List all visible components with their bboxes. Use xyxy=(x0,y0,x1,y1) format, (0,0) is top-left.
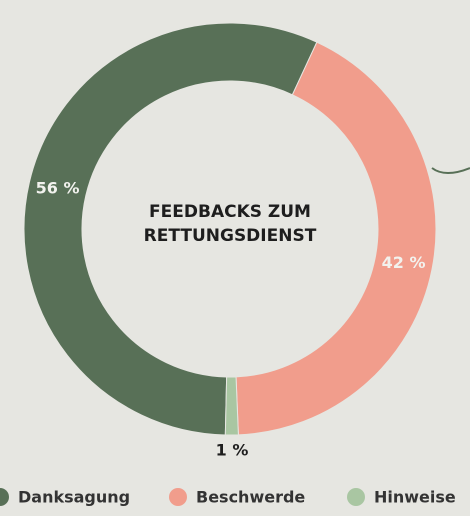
slice xyxy=(23,22,318,436)
connector xyxy=(431,167,470,174)
slice xyxy=(224,376,239,436)
value-label: 42 % xyxy=(382,253,426,272)
legend-swatch xyxy=(0,488,9,506)
legend-swatch xyxy=(347,488,365,506)
value-label: 56 % xyxy=(36,178,80,197)
slice xyxy=(235,41,437,436)
value-label: 1 % xyxy=(216,440,249,459)
legend-label: Beschwerde xyxy=(196,488,305,507)
legend-label: Danksagung xyxy=(18,488,130,507)
legend-label: Hinweise xyxy=(374,488,456,507)
chart-title: FEEDBACKS ZUM RETTUNGSDIENST xyxy=(143,202,317,246)
legend-swatch xyxy=(169,488,187,506)
